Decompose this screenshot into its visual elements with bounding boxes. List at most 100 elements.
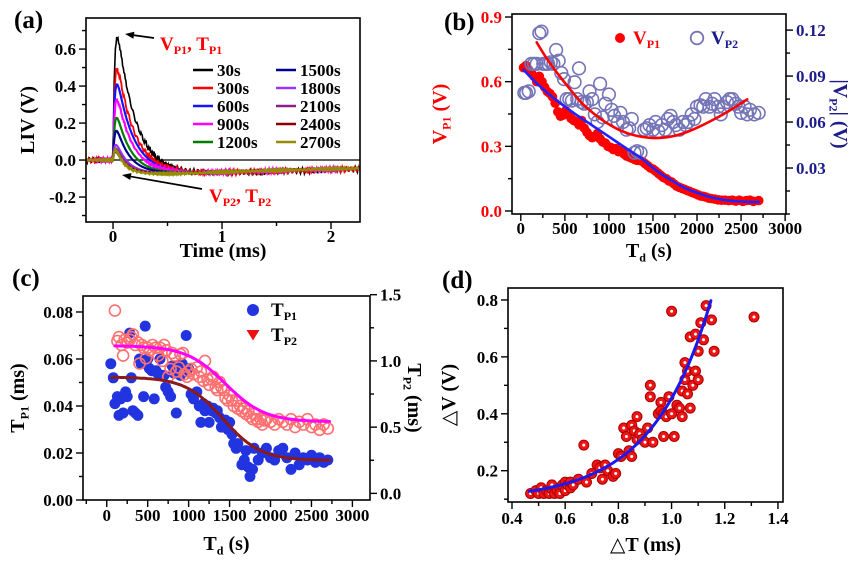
y-left-tick-label: -0.2 xyxy=(49,188,76,207)
y-left-tick-label: 0.6 xyxy=(55,40,76,59)
series-layer xyxy=(517,24,766,207)
y-left-tick-label: 0.4 xyxy=(55,77,77,96)
series-layer xyxy=(105,304,335,482)
y-right-axis-title: TP2 (ms) xyxy=(401,363,425,432)
legend-label: VP1 xyxy=(633,28,660,51)
series-VP2-data xyxy=(517,24,766,160)
x-tick-label: 0.4 xyxy=(501,509,523,528)
y-left-tick-label: 0.2 xyxy=(55,114,76,133)
y-left-tick-label: 0.6 xyxy=(477,348,498,367)
legend-label: 2400s xyxy=(300,115,341,134)
x-axis-title: Td (s) xyxy=(203,533,249,557)
chart-d-svg: 0.4 0.6 0.8 1.0 1.2 1.4 0.2 0.4 0.6 0.8 △T (ms) △V … xyxy=(438,287,789,556)
y-left-tick-label: 0.3 xyxy=(481,137,502,156)
y-right-tick-label: 0.12 xyxy=(796,21,826,40)
x-tick-label: 2500 xyxy=(724,219,758,238)
x-axis-title: △T (ms) xyxy=(610,534,681,556)
y-left-tick-label: 0.02 xyxy=(43,444,73,463)
legend-label: 1800s xyxy=(300,79,341,98)
legend-label: 1200s xyxy=(217,133,258,152)
x-tick-label: 0.6 xyxy=(555,509,576,528)
y-left-tick-label: 0.2 xyxy=(477,462,498,481)
y-left-tick-label: 0.6 xyxy=(481,73,502,92)
panel-d-label: (d) xyxy=(442,267,473,294)
series-TP1-fit xyxy=(110,375,331,462)
y-left-tick-label: 0.0 xyxy=(55,151,76,170)
y-right-tick-label: 0.5 xyxy=(380,418,401,437)
chart-a-svg: 0 1 2 -0.2 0.0 0.2 0.4 0.6 Time (ms) LIV (V) 30s30… xyxy=(17,17,361,262)
y-left-axis-title: VP1 (V) xyxy=(430,84,453,145)
x-tick-label: 1.4 xyxy=(767,509,789,528)
legend-label: VP2 xyxy=(711,28,738,51)
x-tick-label: 500 xyxy=(135,506,161,525)
legend-label: TP1 xyxy=(271,300,297,323)
legend-label: 30s xyxy=(217,61,241,80)
x-tick-label: 500 xyxy=(552,219,578,238)
x-tick-label: 0 xyxy=(109,227,118,246)
series-dV-dT-data xyxy=(525,300,760,499)
y-left-tick-label: 0.06 xyxy=(43,350,73,369)
series-dV-fit xyxy=(527,299,713,493)
annotation: VP1, TP1 xyxy=(125,31,222,57)
x-tick-label: 0 xyxy=(517,219,526,238)
x-tick-label: 3000 xyxy=(335,506,369,525)
y-left-axis-title: △V (V) xyxy=(438,364,460,426)
x-tick-label: 3000 xyxy=(768,219,802,238)
y-left-tick-label: 0.04 xyxy=(43,397,73,416)
y-right-tick-label: 0.0 xyxy=(380,484,401,503)
x-tick-label: 2000 xyxy=(680,219,714,238)
y-right-tick-label: 0.03 xyxy=(796,159,826,178)
panel-c-label: (c) xyxy=(12,265,40,292)
chart-c-svg: 0 500 1000 1500 2000 2500 3000 0.00 0.02 0.04 0.06… xyxy=(7,286,425,558)
series-TP2-fit xyxy=(113,344,331,423)
x-tick-label: 1.2 xyxy=(714,509,735,528)
y-right-axis-title: |VP2| (V) xyxy=(827,79,851,148)
axis-ticks xyxy=(505,16,793,221)
plot-frame xyxy=(82,295,371,501)
x-tick-label: 1.0 xyxy=(661,509,682,528)
series-VP1-data xyxy=(518,60,764,207)
legend-label: 300s xyxy=(217,79,250,98)
x-tick-label: 2000 xyxy=(254,506,288,525)
series-layer xyxy=(525,299,760,499)
axis-ticks xyxy=(79,29,332,229)
y-left-tick-label: 0.9 xyxy=(481,8,502,27)
series-VP2-fit xyxy=(535,41,749,140)
legend-label: 2100s xyxy=(300,97,341,116)
chart-b-svg: 0 500 1000 1500 2000 2500 3000 0.0 0.3 0.6 0.9 0.03… xyxy=(430,8,851,264)
series-VP1-fit xyxy=(522,68,760,204)
legend-label: 1500s xyxy=(300,61,341,80)
x-tick-label: 1000 xyxy=(592,219,626,238)
legend-label: 900s xyxy=(217,115,250,134)
x-tick-label: 1500 xyxy=(636,219,670,238)
y-left-tick-label: 0.00 xyxy=(43,491,73,510)
y-right-tick-label: 0.09 xyxy=(796,67,826,86)
x-tick-label: 1500 xyxy=(213,506,247,525)
series-layer xyxy=(86,35,360,179)
y-right-tick-label: 0.06 xyxy=(796,113,826,132)
x-axis-title: Td (s) xyxy=(626,240,672,264)
annotation: VP2, TP2 xyxy=(122,173,271,209)
x-tick-label: 0 xyxy=(102,506,111,525)
axis-ticks xyxy=(76,293,377,507)
panel-b-label: (b) xyxy=(444,9,475,36)
y-left-tick-label: 0.0 xyxy=(481,202,502,221)
x-tick-label: 0.8 xyxy=(608,509,629,528)
x-tick-label: 1 xyxy=(218,227,227,246)
annotation-text: VP1, TP1 xyxy=(160,34,222,57)
y-right-tick-label: 1.0 xyxy=(380,352,401,371)
x-tick-label: 2500 xyxy=(294,506,328,525)
y-left-axis-title: LIV (V) xyxy=(17,86,39,154)
legend: VP1 VP2 xyxy=(615,28,738,51)
panel-a-label: (a) xyxy=(14,7,44,34)
y-left-tick-label: 0.4 xyxy=(477,405,499,424)
y-right-tick-label: 1.5 xyxy=(380,286,401,305)
axis-ticks xyxy=(501,299,779,509)
legend-label: 2700s xyxy=(300,133,341,152)
x-tick-label: 1000 xyxy=(172,506,206,525)
legend-label: 600s xyxy=(217,97,250,116)
series-curve-2700s xyxy=(86,146,360,178)
x-axis-title: Time (ms) xyxy=(180,240,267,262)
